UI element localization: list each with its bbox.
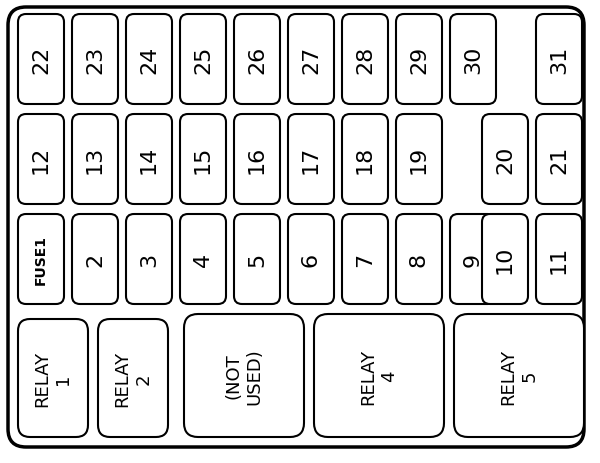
Text: 22: 22 [31, 46, 51, 74]
Text: 6: 6 [301, 252, 321, 267]
Text: RELAY
1: RELAY 1 [34, 350, 73, 406]
Text: 24: 24 [139, 46, 159, 74]
Text: 30: 30 [463, 46, 483, 74]
FancyBboxPatch shape [450, 15, 496, 105]
FancyBboxPatch shape [536, 15, 582, 105]
Text: 10: 10 [495, 245, 515, 274]
Text: 8: 8 [409, 252, 429, 267]
Text: 19: 19 [409, 145, 429, 174]
FancyBboxPatch shape [18, 319, 88, 437]
Text: 14: 14 [139, 145, 159, 174]
Text: 29: 29 [409, 46, 429, 74]
FancyBboxPatch shape [184, 314, 304, 437]
FancyBboxPatch shape [234, 115, 280, 205]
FancyBboxPatch shape [126, 214, 172, 304]
FancyBboxPatch shape [72, 214, 118, 304]
FancyBboxPatch shape [288, 15, 334, 105]
Text: 18: 18 [355, 145, 375, 174]
FancyBboxPatch shape [396, 214, 442, 304]
Text: 3: 3 [139, 252, 159, 267]
FancyBboxPatch shape [450, 214, 496, 304]
Text: 9: 9 [463, 252, 483, 267]
FancyBboxPatch shape [288, 214, 334, 304]
Text: (NOT
USED): (NOT USED) [224, 347, 263, 404]
Text: 31: 31 [549, 46, 569, 74]
Text: 26: 26 [247, 46, 267, 74]
FancyBboxPatch shape [314, 314, 444, 437]
Text: 11: 11 [549, 245, 569, 274]
FancyBboxPatch shape [288, 115, 334, 205]
Text: 21: 21 [549, 145, 569, 174]
FancyBboxPatch shape [396, 115, 442, 205]
FancyBboxPatch shape [8, 8, 584, 447]
FancyBboxPatch shape [180, 214, 226, 304]
Text: 25: 25 [193, 46, 213, 74]
Text: RELAY
2: RELAY 2 [113, 350, 152, 406]
FancyBboxPatch shape [72, 115, 118, 205]
FancyBboxPatch shape [342, 214, 388, 304]
Text: 7: 7 [355, 252, 375, 267]
FancyBboxPatch shape [234, 214, 280, 304]
Text: 5: 5 [247, 252, 267, 267]
FancyBboxPatch shape [18, 15, 64, 105]
Text: FUSE1: FUSE1 [34, 234, 48, 284]
Text: 28: 28 [355, 46, 375, 74]
Text: RELAY
5: RELAY 5 [500, 348, 538, 404]
Text: 27: 27 [301, 46, 321, 74]
Text: 15: 15 [193, 145, 213, 174]
FancyBboxPatch shape [342, 115, 388, 205]
Text: 12: 12 [31, 145, 51, 174]
FancyBboxPatch shape [536, 115, 582, 205]
FancyBboxPatch shape [98, 319, 168, 437]
FancyBboxPatch shape [180, 115, 226, 205]
FancyBboxPatch shape [180, 15, 226, 105]
FancyBboxPatch shape [234, 15, 280, 105]
FancyBboxPatch shape [482, 115, 528, 205]
Text: RELAY
4: RELAY 4 [359, 348, 398, 404]
Text: 20: 20 [495, 145, 515, 174]
FancyBboxPatch shape [18, 214, 64, 304]
Text: 4: 4 [193, 252, 213, 267]
FancyBboxPatch shape [18, 115, 64, 205]
FancyBboxPatch shape [482, 214, 528, 304]
FancyBboxPatch shape [72, 15, 118, 105]
FancyBboxPatch shape [126, 15, 172, 105]
FancyBboxPatch shape [126, 115, 172, 205]
Text: 16: 16 [247, 145, 267, 174]
Text: 17: 17 [301, 145, 321, 174]
FancyBboxPatch shape [454, 314, 584, 437]
Text: 13: 13 [85, 145, 105, 174]
FancyBboxPatch shape [396, 15, 442, 105]
Text: 23: 23 [85, 46, 105, 74]
FancyBboxPatch shape [536, 214, 582, 304]
FancyBboxPatch shape [342, 15, 388, 105]
Text: 2: 2 [85, 252, 105, 267]
